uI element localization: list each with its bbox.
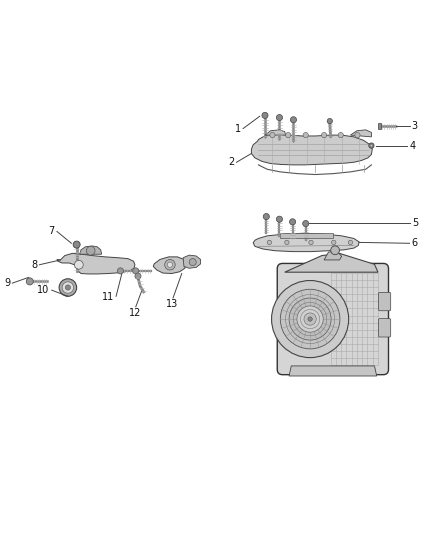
- Text: 11: 11: [102, 292, 114, 302]
- Circle shape: [327, 118, 332, 124]
- Circle shape: [74, 260, 83, 269]
- Text: 2: 2: [228, 157, 234, 167]
- Circle shape: [263, 214, 269, 220]
- Circle shape: [338, 133, 343, 138]
- Circle shape: [348, 240, 353, 245]
- Polygon shape: [253, 233, 359, 252]
- Polygon shape: [153, 257, 186, 273]
- Circle shape: [297, 306, 323, 332]
- Circle shape: [290, 219, 296, 225]
- Polygon shape: [289, 366, 377, 376]
- Polygon shape: [57, 253, 135, 274]
- Circle shape: [289, 298, 331, 340]
- Text: 7: 7: [49, 225, 55, 236]
- Polygon shape: [80, 246, 102, 254]
- Circle shape: [133, 268, 139, 274]
- Polygon shape: [350, 130, 371, 137]
- Text: 3: 3: [412, 122, 418, 131]
- Circle shape: [285, 240, 289, 245]
- Circle shape: [262, 112, 268, 118]
- Circle shape: [270, 133, 275, 138]
- Polygon shape: [265, 130, 286, 135]
- Circle shape: [65, 285, 71, 290]
- Circle shape: [276, 216, 283, 222]
- Circle shape: [321, 133, 327, 138]
- Polygon shape: [324, 251, 342, 260]
- Circle shape: [135, 273, 141, 279]
- Text: 9: 9: [4, 278, 10, 288]
- Circle shape: [370, 144, 373, 147]
- Circle shape: [62, 282, 74, 293]
- Circle shape: [117, 268, 124, 274]
- FancyBboxPatch shape: [378, 292, 391, 311]
- Text: 12: 12: [129, 308, 141, 318]
- Circle shape: [272, 280, 349, 358]
- Circle shape: [290, 117, 297, 123]
- Circle shape: [276, 115, 283, 120]
- Polygon shape: [280, 233, 333, 238]
- Circle shape: [280, 289, 340, 349]
- Bar: [378, 124, 381, 129]
- Polygon shape: [285, 253, 378, 272]
- Text: 10: 10: [37, 285, 49, 295]
- Text: 8: 8: [31, 260, 37, 270]
- Circle shape: [303, 133, 308, 138]
- Polygon shape: [183, 255, 201, 268]
- FancyBboxPatch shape: [378, 319, 391, 337]
- Polygon shape: [251, 134, 372, 165]
- Text: 4: 4: [410, 141, 416, 151]
- Circle shape: [59, 279, 77, 296]
- Circle shape: [26, 278, 33, 285]
- Text: 5: 5: [412, 217, 418, 228]
- Circle shape: [369, 143, 374, 148]
- Circle shape: [167, 262, 173, 268]
- Circle shape: [189, 259, 196, 265]
- Circle shape: [332, 240, 336, 245]
- Circle shape: [308, 317, 312, 321]
- Circle shape: [304, 313, 316, 325]
- Circle shape: [331, 246, 339, 255]
- Circle shape: [267, 240, 272, 245]
- Circle shape: [309, 240, 313, 245]
- Circle shape: [286, 133, 291, 138]
- Circle shape: [86, 246, 95, 255]
- Circle shape: [73, 241, 80, 248]
- Circle shape: [165, 260, 175, 270]
- FancyBboxPatch shape: [277, 263, 389, 375]
- Text: 13: 13: [166, 299, 178, 309]
- Circle shape: [303, 221, 309, 227]
- Circle shape: [355, 133, 360, 138]
- Text: 1: 1: [235, 124, 241, 134]
- Text: 6: 6: [412, 238, 418, 248]
